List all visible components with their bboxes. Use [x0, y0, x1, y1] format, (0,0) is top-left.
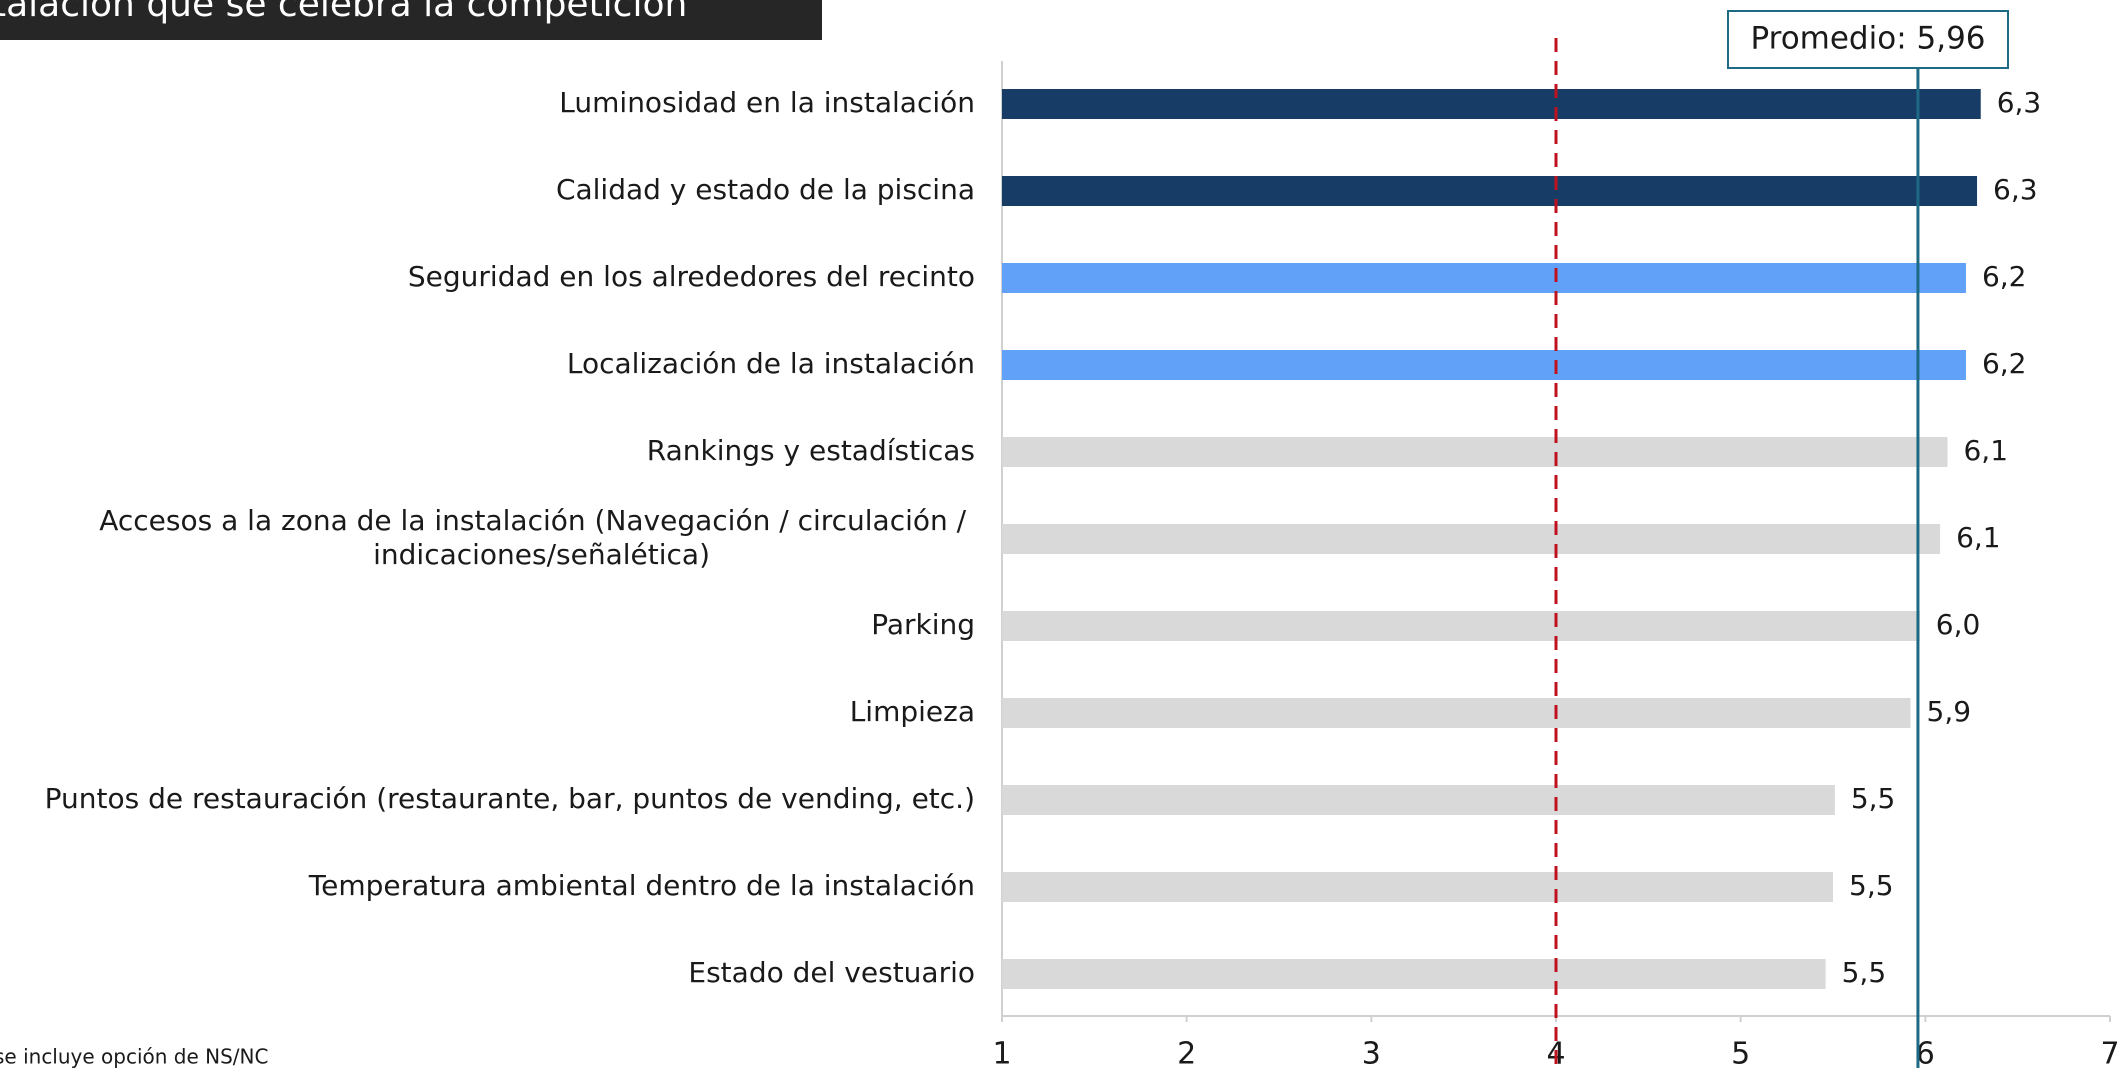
- value-label: 6,2: [1982, 347, 2027, 380]
- category-label: Rankings y estadísticas: [647, 434, 975, 467]
- footnote: se incluye opción de NS/NC: [0, 1045, 268, 1068]
- value-label: 5,5: [1849, 869, 1894, 902]
- bar: [1002, 350, 1966, 380]
- title-box: [0, 0, 822, 40]
- category-label: Accesos a la zona de la instalación (Nav…: [99, 504, 975, 571]
- x-tick-label: 2: [1177, 1037, 1196, 1068]
- bar: [1002, 698, 1911, 728]
- category-label-line: indicaciones/señalética): [373, 538, 710, 571]
- x-tick-label: 7: [2100, 1037, 2119, 1068]
- bar: [1002, 524, 1941, 554]
- category-label: Localización de la instalación: [567, 347, 975, 380]
- category-label: Estado del vestuario: [688, 956, 975, 989]
- bar: [1002, 89, 1981, 119]
- x-tick-label: 5: [1731, 1037, 1750, 1068]
- value-label: 5,9: [1927, 695, 1972, 728]
- x-tick-label: 3: [1362, 1037, 1381, 1068]
- bar: [1002, 437, 1948, 467]
- bar: [1002, 611, 1920, 641]
- reference-label: Promedio: 5,96: [1750, 21, 1985, 57]
- chart-title: talación que se celebra la competición: [0, 0, 687, 25]
- category-label: Luminosidad en la instalación: [559, 86, 975, 119]
- bar: [1002, 872, 1833, 902]
- value-label: 5,5: [1842, 956, 1887, 989]
- category-label: Temperatura ambiental dentro de la insta…: [308, 869, 975, 902]
- bar: [1002, 176, 1978, 206]
- reference-label-box: [1727, 10, 2009, 69]
- x-tick-label: 6: [1916, 1037, 1935, 1068]
- value-label: 6,3: [1997, 86, 2042, 119]
- value-label: 5,5: [1851, 782, 1896, 815]
- value-label: 6,2: [1982, 260, 2027, 293]
- value-label: 6,0: [1936, 608, 1981, 641]
- category-label-line: Accesos a la zona de la instalación (Nav…: [99, 504, 975, 537]
- value-label: 6,1: [1963, 434, 2008, 467]
- value-label: 6,1: [1956, 521, 2001, 554]
- category-label: Limpieza: [850, 695, 975, 728]
- bar: [1002, 785, 1835, 815]
- bar: [1002, 959, 1826, 989]
- value-label: 6,3: [1993, 173, 2038, 206]
- category-label: Puntos de restauración (restaurante, bar…: [45, 782, 975, 815]
- category-label: Calidad y estado de la piscina: [556, 173, 975, 206]
- category-label: Seguridad en los alrededores del recinto: [408, 260, 975, 293]
- category-label: Parking: [871, 608, 975, 641]
- bar: [1002, 263, 1966, 293]
- x-tick-label: 1: [992, 1037, 1011, 1068]
